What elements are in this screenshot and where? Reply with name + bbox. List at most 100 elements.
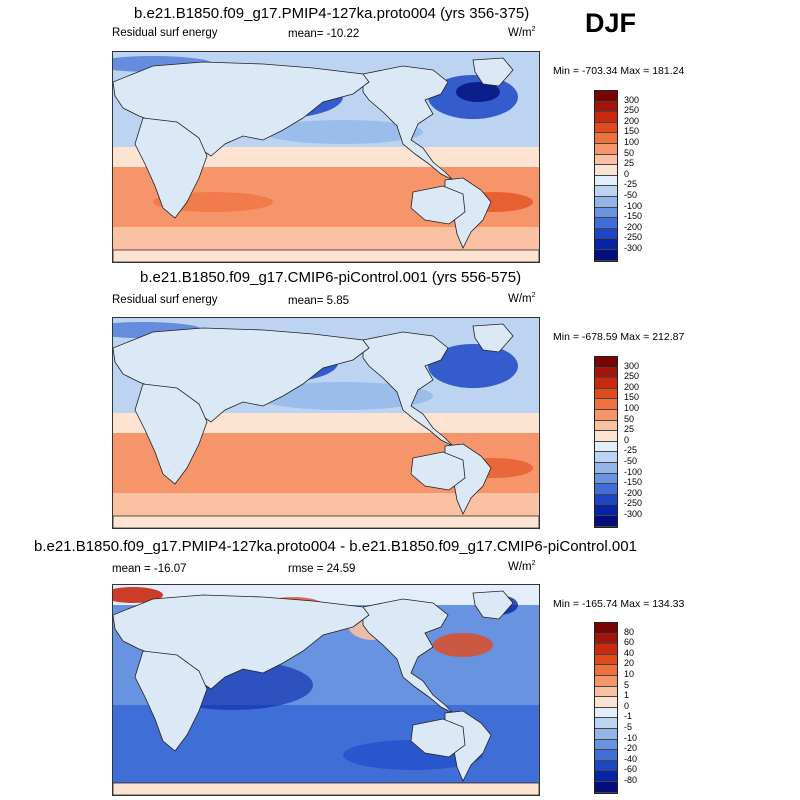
coastline [472, 57, 514, 87]
colorbar-tick-label: 5 [624, 679, 630, 690]
colorbar-tick-label: -200 [624, 221, 643, 232]
world-map [112, 51, 540, 263]
colorbar-tick-label: 1 [624, 690, 630, 701]
colorbar-cell [595, 367, 617, 379]
coastline [362, 65, 454, 181]
colorbar-tick-label: -150 [624, 211, 643, 222]
coastline [113, 249, 539, 262]
min-max-label: Min = -703.34 Max = 181.24 [553, 65, 685, 77]
units-label: W/m2 [508, 560, 536, 573]
colorbar-cell [595, 420, 617, 432]
coastline [134, 650, 208, 752]
season-label: DJF [585, 8, 637, 38]
mean-label: mean= -10.22 [288, 28, 360, 40]
colorbar-cell [595, 143, 617, 155]
colorbar-tick-label: 250 [624, 105, 640, 116]
colorbar-tick-label: -250 [624, 232, 643, 243]
units-label: W/m2 [508, 26, 536, 39]
coastline [410, 718, 466, 758]
colorbar-cell [595, 441, 617, 453]
colorbar-tick-label: 100 [624, 403, 640, 413]
colorbar-tick-label: 0 [624, 700, 630, 711]
colorbar-tick-label: -200 [624, 487, 643, 498]
colorbar-tick-label: -150 [624, 477, 643, 488]
colorbar-tick-label: 0 [624, 434, 630, 445]
colorbar-tick-label: 60 [624, 637, 635, 648]
coastline [472, 323, 514, 353]
colorbar [594, 90, 618, 262]
colorbar-cell [595, 473, 617, 485]
colorbar-tick-label: -20 [624, 743, 638, 754]
colorbar-tick-label: 25 [624, 158, 635, 169]
colorbar-cell [595, 718, 617, 729]
panel-title: b.e21.B1850.f09_g17.CMIP6-piControl.001 … [140, 269, 522, 286]
rmse-label: rmse = 24.59 [288, 563, 356, 575]
colorbar [594, 356, 618, 528]
panel-title: b.e21.B1850.f09_g17.PMIP4-127ka.proto004… [34, 538, 637, 555]
colorbar-cell [595, 378, 617, 389]
colorbar-tick-label: 80 [624, 626, 635, 637]
mean-label: mean= 5.85 [288, 295, 350, 307]
colorbar-cell [595, 196, 617, 208]
colorbar [594, 622, 618, 794]
colorbar-cell [595, 122, 617, 134]
min-max-label: Min = -678.59 Max = 212.87 [553, 331, 685, 343]
colorbar-tick-label: 20 [624, 658, 635, 669]
coastline [113, 782, 539, 795]
colorbar-cell [595, 91, 617, 102]
colorbar-cell [595, 249, 617, 261]
colorbar-cell [595, 186, 617, 197]
colorbar-cell [595, 739, 617, 751]
colorbar-tick-label: -5 [624, 722, 633, 732]
colorbar-tick-label: -50 [624, 190, 638, 200]
colorbar-tick-label: 10 [624, 669, 635, 679]
colorbar-cell [595, 675, 617, 687]
colorbar-cell [595, 409, 617, 421]
colorbar-tick-label: -100 [624, 466, 643, 477]
colorbar-cell [595, 644, 617, 655]
colorbar-cell [595, 515, 617, 527]
colorbar-cell [595, 697, 617, 708]
colorbar-cell [595, 494, 617, 506]
colorbar-cell [595, 112, 617, 123]
colorbar-tick-label: -250 [624, 498, 643, 509]
colorbar-tick-label: 250 [624, 371, 640, 382]
colorbar-tick-label: 150 [624, 126, 640, 137]
colorbar-cell [595, 399, 617, 410]
colorbar-cell [595, 239, 617, 250]
colorbar-cell [595, 431, 617, 442]
colorbar-tick-label: 40 [624, 647, 635, 658]
colorbar-tick-label: -80 [624, 775, 638, 785]
colorbar-tick-label: 200 [624, 381, 640, 392]
colorbar-cell [595, 750, 617, 761]
coastline [113, 515, 539, 528]
colorbar-cell [595, 175, 617, 187]
colorbar-tick-label: 150 [624, 392, 640, 403]
units-label: W/m2 [508, 292, 536, 305]
colorbar-cell [595, 165, 617, 176]
variable-label: Residual surf energy [112, 27, 218, 39]
colorbar-cell [595, 228, 617, 240]
colorbar-tick-label: -60 [624, 764, 638, 775]
colorbar-cell [595, 357, 617, 368]
colorbar-cell [595, 633, 617, 645]
variable-label: Residual surf energy [112, 294, 218, 306]
colorbar-tick-label: 100 [624, 137, 640, 147]
colorbar-cell [595, 505, 617, 516]
coastline [362, 598, 454, 714]
colorbar-tick-label: -25 [624, 445, 638, 456]
colorbar-tick-label: -300 [624, 509, 643, 519]
panel-title: b.e21.B1850.f09_g17.PMIP4-127ka.proto004… [134, 5, 530, 22]
colorbar-cell [595, 462, 617, 474]
colorbar-tick-label: -1 [624, 711, 633, 722]
colorbar-cell [595, 133, 617, 144]
colorbar-cell [595, 781, 617, 793]
world-map [112, 317, 540, 529]
colorbar-tick-label: 25 [624, 424, 635, 435]
colorbar-cell [595, 154, 617, 166]
colorbar-cell [595, 654, 617, 666]
colorbar-cell [595, 728, 617, 740]
colorbar-tick-label: -10 [624, 732, 638, 743]
mean-label: mean = -16.07 [112, 563, 187, 575]
colorbar-cell [595, 388, 617, 400]
